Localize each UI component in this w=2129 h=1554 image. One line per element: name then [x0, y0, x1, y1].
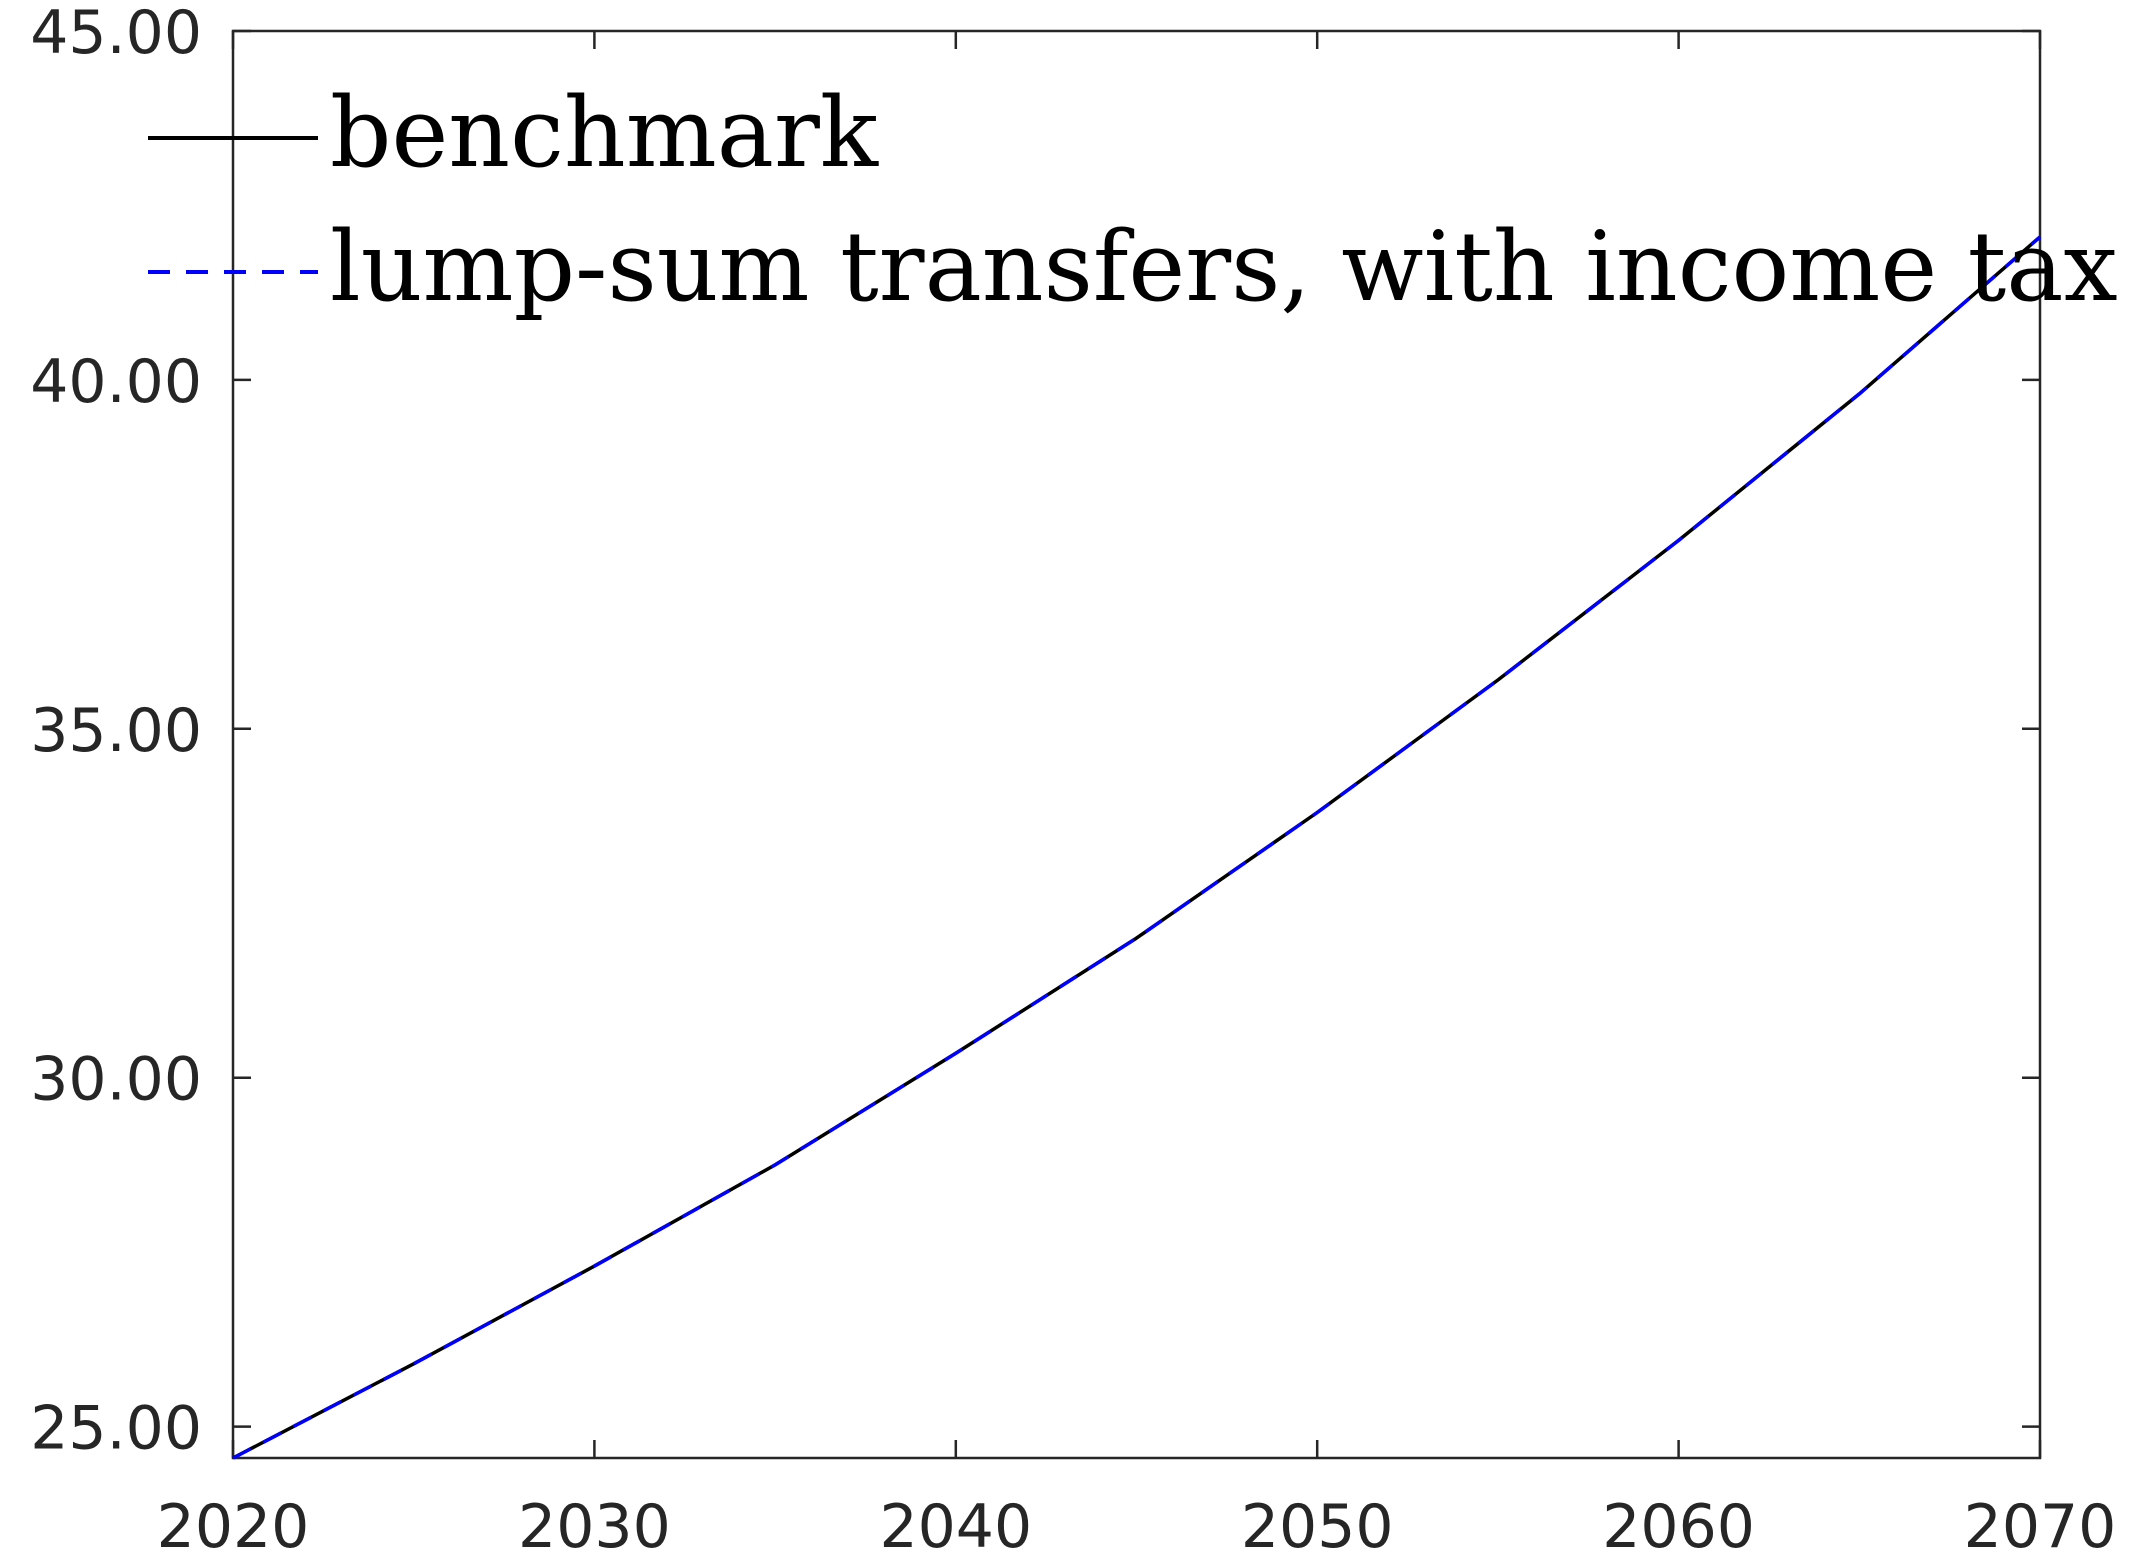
y-tick-label: 45.00	[30, 0, 202, 68]
y-tick-label: 25.00	[30, 1394, 202, 1464]
x-axis-ticks: 2020 2030 2040 2050 2060 2070	[157, 31, 2117, 1554]
x-tick-label: 2070	[1964, 1492, 2117, 1554]
x-tick-label: 2060	[1602, 1492, 1755, 1554]
x-tick-label: 2040	[879, 1492, 1032, 1554]
series-layer	[232, 235, 2042, 1460]
y-axis-ticks: 25.00 30.00 35.00 40.00 45.00	[30, 0, 2040, 1464]
legend-label: benchmark	[330, 77, 879, 189]
y-tick-label: 35.00	[30, 696, 202, 766]
y-tick-label: 30.00	[30, 1045, 202, 1115]
y-tick-label: 40.00	[30, 347, 202, 417]
x-tick-label: 2020	[157, 1492, 310, 1554]
x-tick-label: 2030	[518, 1492, 671, 1554]
series-line-benchmark	[232, 235, 2042, 1460]
plot-area-frame	[231, 29, 2042, 1460]
series-line-lump-sum-transfers	[232, 235, 2042, 1460]
legend-label: lump-sum transfers, with income tax	[330, 211, 2118, 323]
legend: benchmark lump-sum transfers, with income…	[148, 77, 2118, 323]
x-tick-label: 2050	[1241, 1492, 1394, 1554]
